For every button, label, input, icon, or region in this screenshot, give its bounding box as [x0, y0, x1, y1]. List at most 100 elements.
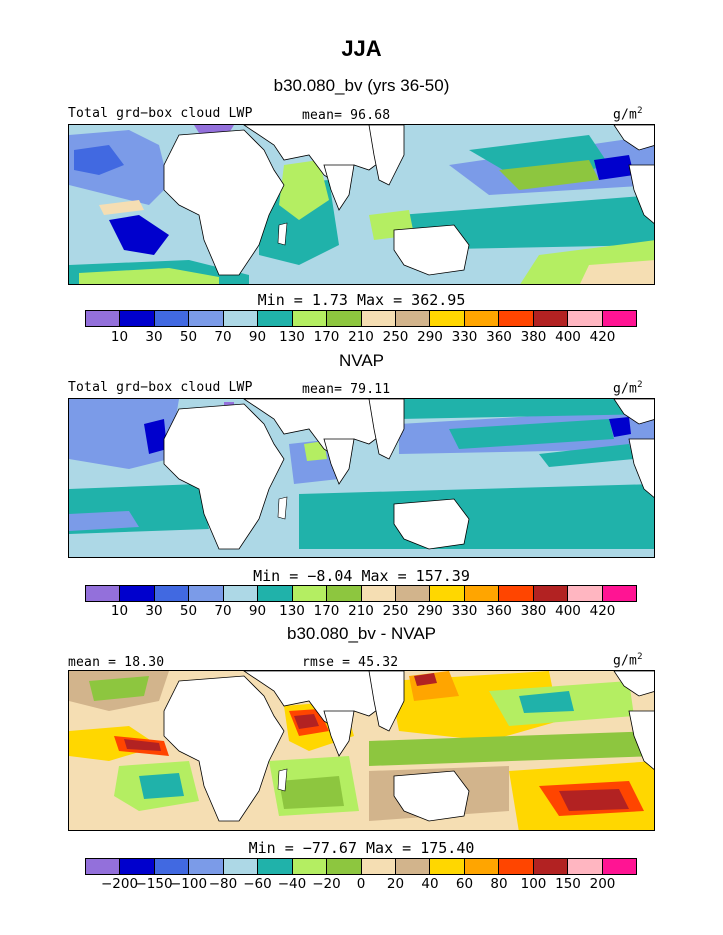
- colorbar-tick-label: 170: [313, 329, 340, 345]
- land-se-asia: [368, 399, 405, 460]
- panel-3-map-svg: [69, 671, 654, 830]
- field-blob: [279, 160, 329, 220]
- colorbar-tick-label: 50: [179, 329, 198, 345]
- panel-1-map: [68, 124, 655, 285]
- colorbar-swatch: [533, 586, 569, 601]
- field-blob: [194, 125, 234, 133]
- colorbar-tick-label: −200: [100, 876, 139, 892]
- field-blob: [449, 419, 614, 449]
- land-australia: [393, 770, 470, 822]
- colorbar-tick-label: 30: [145, 329, 163, 345]
- colorbar-swatch: [602, 311, 636, 326]
- colorbar-swatch: [120, 586, 155, 601]
- colorbar-tick-label: 150: [555, 876, 581, 892]
- colorbar-tick-label: 250: [382, 603, 409, 619]
- colorbar-tick-label: 30: [145, 603, 163, 619]
- colorbar-swatch: [223, 859, 259, 874]
- colorbar-swatch: [395, 311, 431, 326]
- field-blob: [99, 200, 144, 215]
- field-blob: [299, 484, 654, 549]
- colorbar-tick-label: 330: [451, 603, 478, 619]
- panel-3-title: b30.080_bv - NVAP: [287, 624, 436, 643]
- field-blob: [89, 676, 149, 701]
- colorbar-swatch: [154, 859, 190, 874]
- panel-1-title: b30.080_bv (yrs 36-50): [273, 76, 450, 95]
- panel-2-title: NVAP: [338, 351, 385, 370]
- land-north-america: [613, 399, 654, 425]
- land-africa: [163, 129, 285, 276]
- colorbar-swatch: [258, 859, 293, 874]
- colorbar-swatch: [327, 586, 362, 601]
- colorbar-tick-label: 290: [417, 329, 443, 345]
- colorbar-swatch: [602, 859, 636, 874]
- field-blob: [399, 399, 654, 419]
- land-india: [323, 710, 355, 757]
- colorbar-tick-label: 0: [356, 876, 366, 892]
- land-south-america: [628, 710, 654, 770]
- panel-2-mean-label: mean= 79.11: [302, 382, 391, 397]
- colorbar-tick-label: −60: [243, 876, 272, 892]
- colorbar-swatch: [120, 859, 155, 874]
- panel-3-map: [68, 670, 655, 831]
- colorbar-swatch: [189, 586, 224, 601]
- colorbar-tick-label: 200: [589, 876, 616, 892]
- field-blob: [539, 444, 634, 467]
- land-se-asia: [368, 125, 405, 186]
- land-africa: [163, 403, 285, 550]
- panel-3-mean-label: mean = 18.30: [68, 655, 165, 670]
- panel-1-units-label: g/m2: [613, 106, 643, 123]
- panel-2-minmax: Min = −8.04 Max = 157.39: [253, 567, 470, 585]
- colorbar-swatch: [120, 311, 155, 326]
- colorbar-swatch: [258, 586, 293, 601]
- colorbar-swatch: [361, 586, 396, 601]
- colorbar-swatch: [395, 586, 431, 601]
- panel-3-units-label: g/m2: [613, 652, 643, 669]
- field-blob: [124, 739, 161, 751]
- colorbar-tick-label: −80: [208, 876, 238, 892]
- field-blob: [294, 714, 319, 729]
- panel-2-units-label: g/m2: [613, 380, 643, 397]
- colorbar-swatch: [602, 586, 636, 601]
- panel-3-colorbar: [85, 858, 637, 875]
- colorbar-tick-label: −100: [169, 876, 208, 892]
- colorbar-swatch: [430, 311, 465, 326]
- land-south-america: [628, 438, 654, 498]
- land-india: [323, 164, 355, 211]
- land-india: [323, 438, 355, 485]
- colorbar-tick-label: 420: [589, 329, 616, 345]
- colorbar-swatch: [327, 859, 362, 874]
- colorbar-swatch: [361, 859, 396, 874]
- field-blob: [279, 776, 344, 809]
- field-blob: [79, 268, 219, 284]
- panel-1-variable-label: Total grd−box cloud LWP: [68, 106, 253, 121]
- colorbar-tick-label: 130: [279, 603, 305, 619]
- panel-2-colorbar-ticks: 10 30 50 70 90 130 170 210 250 290 330 360 380 400 420: [85, 603, 637, 619]
- colorbar-swatch: [499, 586, 534, 601]
- colorbar-swatch: [499, 311, 534, 326]
- colorbar-tick-label: 360: [486, 603, 512, 619]
- colorbar-swatch: [533, 311, 569, 326]
- panel-1-map-svg: [69, 125, 654, 284]
- field-blob: [594, 155, 634, 180]
- colorbar-swatch: [430, 859, 465, 874]
- land-madagascar: [277, 222, 288, 246]
- field-blob: [499, 160, 599, 190]
- field-blob: [144, 419, 167, 454]
- colorbar-swatch: [568, 311, 603, 326]
- figure-title: JJA: [341, 36, 382, 61]
- colorbar-swatch: [86, 311, 121, 326]
- colorbar-tick-label: −150: [135, 876, 173, 892]
- colorbar-swatch: [430, 586, 465, 601]
- panel-2-colorbar: [85, 585, 637, 602]
- panel-1-mean-label: mean= 96.68: [302, 108, 391, 123]
- colorbar-swatch: [327, 311, 362, 326]
- colorbar-swatch: [86, 859, 121, 874]
- panel-3-colorbar-ticks: −200 −150 −100 −80 −60 −40 −20 0 20 40 60 80 100 150 2…: [85, 876, 637, 892]
- panel-3-rmse-label: rmse = 45.32: [302, 655, 399, 670]
- field-blob: [519, 691, 574, 713]
- colorbar-swatch: [223, 311, 259, 326]
- colorbar-tick-label: 10: [110, 603, 129, 619]
- colorbar-swatch: [292, 586, 328, 601]
- panel-1-minmax: Min = 1.73 Max = 362.95: [257, 291, 466, 309]
- colorbar-tick-label: 130: [279, 329, 305, 345]
